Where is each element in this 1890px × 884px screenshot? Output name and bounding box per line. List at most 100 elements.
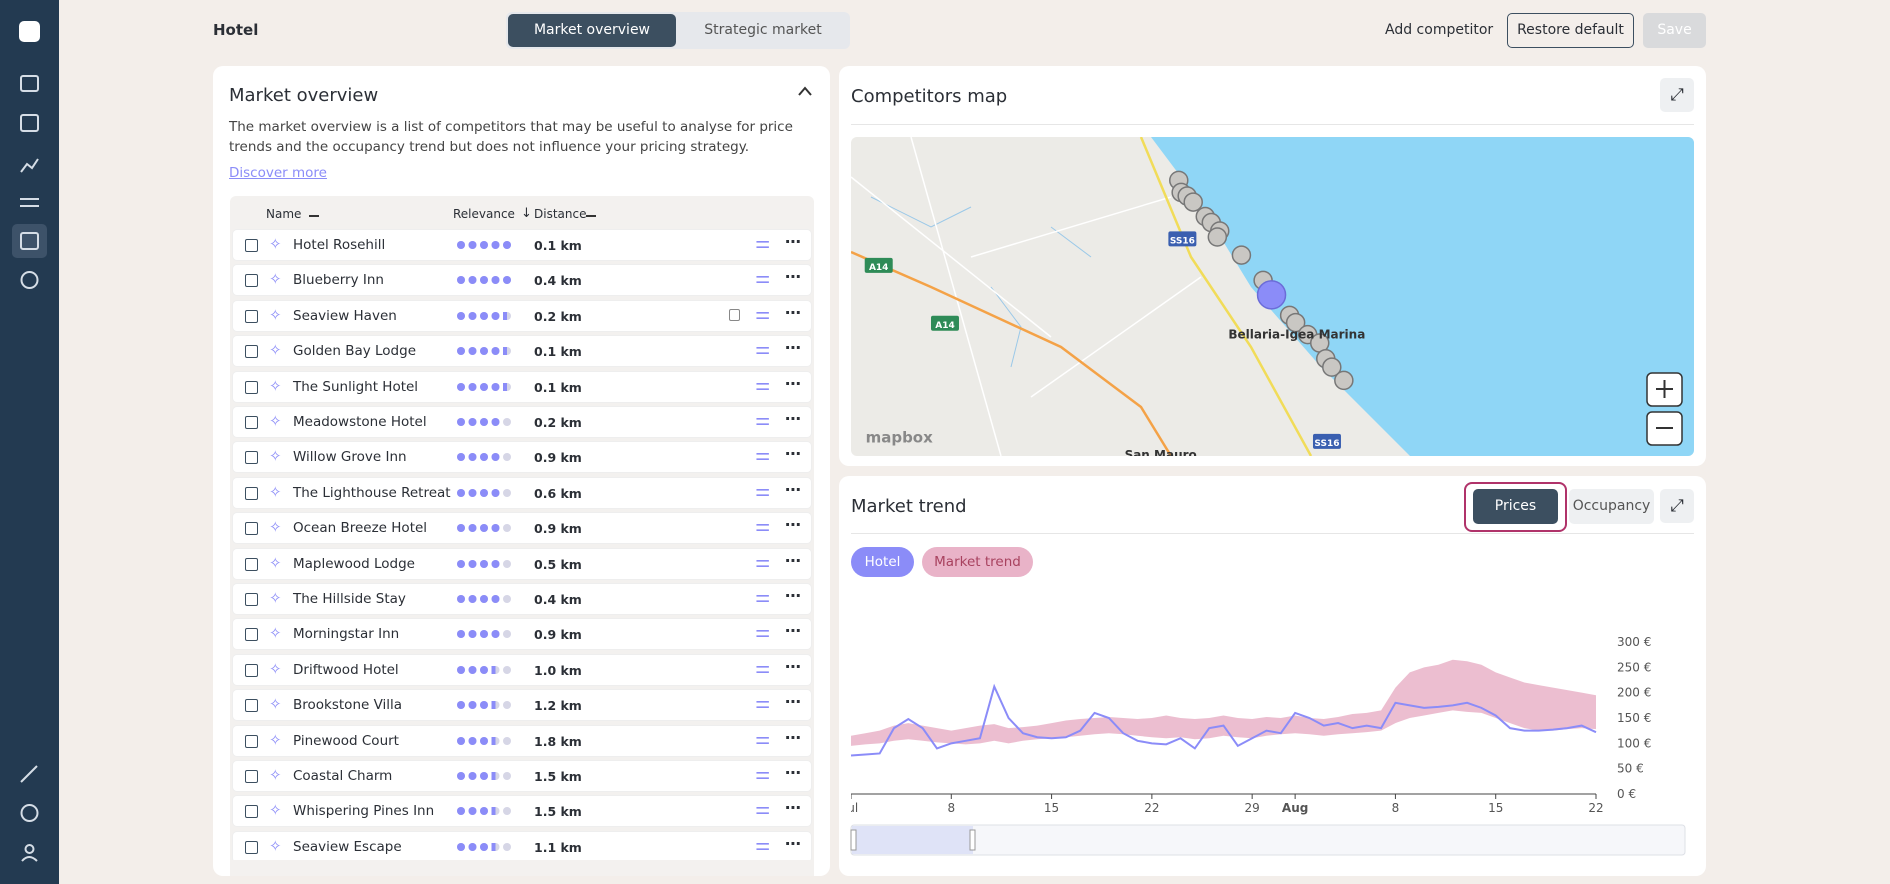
- checkbox[interactable]: [245, 309, 258, 323]
- map[interactable]: A14 A14 SS16 SS16 Bellaria-Igea Marina San Ma…: [851, 137, 1694, 456]
- table-row: ✧ Brookstone Villa 1.2 km ⚌ ⋯: [233, 690, 811, 721]
- checkbox[interactable]: [245, 451, 258, 465]
- sidebar: [0, 0, 59, 884]
- menu-icon[interactable]: ⋯: [785, 515, 801, 535]
- add-competitor[interactable]: Add competitor: [1385, 22, 1494, 38]
- legend-chip[interactable]: Hotel: [851, 547, 914, 577]
- menu-icon[interactable]: ⋯: [785, 621, 801, 641]
- tab[interactable]: Strategic market: [704, 22, 822, 38]
- relevance-dot: [491, 311, 500, 320]
- expand-button[interactable]: ⤢: [1660, 78, 1694, 112]
- settings-icon[interactable]: ⚌: [755, 834, 771, 855]
- menu-icon[interactable]: ⋯: [785, 656, 801, 676]
- checkbox[interactable]: [245, 380, 258, 394]
- relevance-dot: [480, 524, 488, 533]
- relevance-dot: [457, 418, 465, 426]
- menu-icon[interactable]: ⋯: [785, 550, 801, 570]
- menu-icon[interactable]: ⋯: [785, 763, 801, 782]
- table-row: ✧ Morningstar Inn 0.9 km ⚌ ⋯: [233, 619, 811, 650]
- settings-icon[interactable]: ⚌: [755, 445, 771, 466]
- settings-icon[interactable]: ⚌: [755, 233, 771, 253]
- checkbox[interactable]: [245, 522, 258, 536]
- checkbox[interactable]: [245, 557, 258, 571]
- table-row: ✧ Pinewood Court 1.8 km ⚌ ⋯: [233, 725, 811, 756]
- competitor-name: Driftwood Hotel: [293, 661, 399, 678]
- menu-icon[interactable]: ⋯: [785, 479, 801, 499]
- menu-icon[interactable]: ⋯: [785, 444, 801, 464]
- settings-icon[interactable]: ⚌: [755, 410, 771, 430]
- checkbox[interactable]: [245, 770, 258, 783]
- relevance-dot: [468, 347, 477, 356]
- col-header[interactable]: Distance: [534, 207, 587, 221]
- toggle[interactable]: Occupancy: [1569, 489, 1654, 524]
- checkbox[interactable]: [245, 345, 258, 359]
- checkbox[interactable]: [245, 734, 258, 748]
- checkbox[interactable]: [245, 239, 258, 252]
- menu-icon[interactable]: ⋯: [785, 409, 801, 428]
- relevance-dot: [468, 559, 477, 568]
- restore-button[interactable]: Restore default: [1507, 13, 1634, 48]
- menu-icon[interactable]: ⋯: [785, 692, 801, 712]
- table-row: ✧ Seaview Escape 1.1 km ⚌ ⋯: [233, 831, 811, 860]
- sparkle-icon: ✧: [269, 412, 282, 430]
- checkbox[interactable]: [245, 486, 258, 500]
- menu-icon[interactable]: ⋯: [785, 727, 801, 747]
- checkbox[interactable]: [245, 805, 258, 819]
- y-tick-label: 50 €: [1617, 762, 1644, 776]
- tab[interactable]: Market overview: [508, 14, 676, 47]
- settings-icon[interactable]: ⚌: [755, 764, 771, 784]
- tab-bar: Market overview Strategic market: [506, 12, 850, 49]
- col-header[interactable]: Name: [266, 207, 302, 221]
- menu-icon[interactable]: ⋯: [785, 586, 801, 605]
- menu-icon[interactable]: ⋯: [785, 338, 801, 358]
- settings-icon[interactable]: ⚌: [755, 303, 771, 324]
- map-label: Bellaria-Igea Marina: [1228, 328, 1365, 342]
- checkbox[interactable]: [245, 840, 258, 854]
- relevance-dot: [491, 807, 496, 816]
- settings-icon[interactable]: ⚌: [755, 551, 771, 572]
- menu-icon[interactable]: ⋯: [785, 798, 801, 818]
- settings-icon[interactable]: ⚌: [755, 799, 771, 820]
- menu-icon[interactable]: ⋯: [785, 373, 801, 393]
- x-tick-label: 15: [1488, 801, 1503, 815]
- discover-link[interactable]: Discover more: [229, 165, 327, 181]
- settings-icon[interactable]: ⚌: [755, 374, 771, 395]
- checkbox[interactable]: [245, 699, 258, 713]
- checkbox[interactable]: [245, 628, 258, 642]
- menu-icon[interactable]: ⋯: [785, 267, 801, 287]
- relevance-dot: [468, 418, 477, 426]
- toggle[interactable]: Prices: [1473, 489, 1558, 524]
- hotel-marker: [1256, 280, 1287, 310]
- menu-icon[interactable]: ⋯: [785, 302, 801, 322]
- collapse-icon[interactable]: [797, 84, 813, 98]
- settings-icon[interactable]: ⚌: [755, 480, 771, 501]
- relevance-dot: [480, 276, 488, 285]
- relevance-dot: [457, 347, 465, 356]
- checkbox[interactable]: [245, 274, 258, 288]
- competitor-name: Seaview Escape: [293, 838, 402, 855]
- map-label: mapbox: [866, 428, 934, 446]
- legend-chip[interactable]: Market trend: [922, 547, 1033, 577]
- relevance-dot: [457, 630, 465, 639]
- settings-icon[interactable]: ⚌: [755, 728, 771, 749]
- settings-icon[interactable]: ⚌: [755, 622, 771, 643]
- menu-icon[interactable]: ⋯: [785, 833, 801, 853]
- settings-icon[interactable]: ⚌: [755, 268, 771, 289]
- settings-icon[interactable]: ⚌: [755, 693, 771, 714]
- table-row: ✧ Hotel Rosehill 0.1 km ⚌ ⋯: [233, 230, 811, 260]
- menu-icon[interactable]: ⋯: [785, 232, 801, 251]
- expand-button[interactable]: ⤢: [1660, 489, 1694, 523]
- settings-icon[interactable]: ⚌: [755, 657, 771, 678]
- distance: 0.6 km: [534, 485, 582, 501]
- settings-icon[interactable]: ⚌: [755, 339, 771, 360]
- checkbox[interactable]: [245, 416, 258, 429]
- save-button[interactable]: Save: [1643, 13, 1706, 48]
- checkbox[interactable]: [245, 593, 258, 606]
- checkbox[interactable]: [245, 663, 258, 677]
- settings-icon[interactable]: ⚌: [755, 587, 771, 607]
- col-header[interactable]: Relevance: [453, 207, 515, 221]
- settings-icon[interactable]: ⚌: [755, 516, 771, 537]
- relevance-dot: [491, 630, 500, 639]
